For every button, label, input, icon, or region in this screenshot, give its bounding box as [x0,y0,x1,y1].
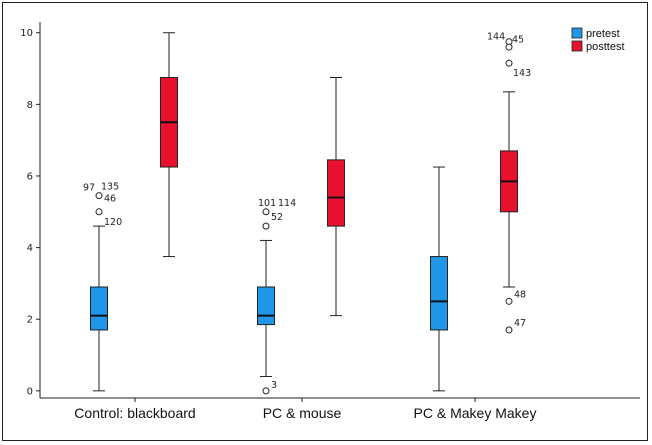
outlier-label: 101 [258,198,276,209]
outlier-point [95,208,103,216]
box-pretest [430,256,448,331]
outlier-label: 3 [271,380,277,391]
y-tick-label: 10 [20,28,33,39]
y-tick-label: 6 [27,171,33,182]
box-posttest [327,159,345,227]
outlier-point [262,208,270,216]
legend-swatch-pretest [571,27,583,39]
y-tick-label: 4 [27,243,33,254]
outlier-label: 135 [101,182,119,193]
outlier-label: 144 [487,32,505,43]
category-label: PC & mouse [263,405,342,421]
box-pretest [257,286,275,326]
outlier-label: 120 [104,217,122,228]
y-tick-label: 2 [27,315,33,326]
outlier-label: 46 [104,194,116,205]
outlier-point [505,43,513,51]
legend-label-pretest: pretest [586,28,620,40]
outlier-label: 143 [513,68,531,79]
outlier-point [505,326,513,334]
outlier-label: 48 [514,289,526,300]
box-pretest [90,286,108,331]
outlier-label: 47 [514,318,526,329]
outlier-label: 45 [512,35,524,46]
category-label: PC & Makey Makey [414,405,537,421]
outlier-label: 52 [271,212,283,223]
outlier-point [505,59,513,67]
outlier-label: 114 [278,198,296,209]
outlier-label: 97 [83,183,95,194]
outlier-point [505,297,513,305]
legend-label-posttest: posttest [586,41,625,53]
y-tick-label: 0 [27,386,33,397]
outlier-point [95,192,103,200]
category-label: Control: blackboard [74,405,195,421]
chart-frame [2,2,648,441]
outlier-point [262,222,270,230]
y-tick-label: 8 [27,100,33,111]
legend-swatch-posttest [571,40,583,52]
outlier-point [262,387,270,395]
